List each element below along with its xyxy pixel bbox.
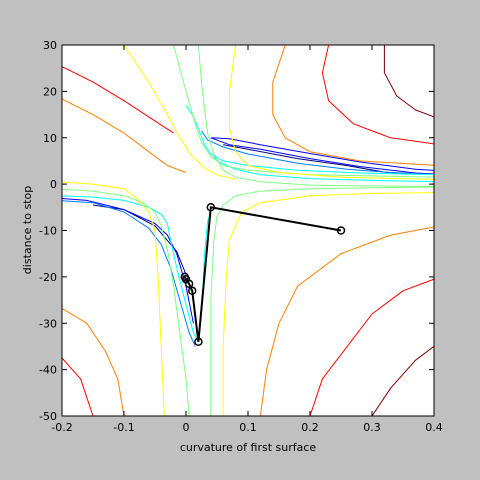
x-tick-label-2: 0 — [183, 421, 190, 434]
contour-line-level-9-0 — [383, 45, 434, 118]
y-tick-label-4: -10 — [39, 225, 57, 238]
x-tick-label-0: -0.2 — [51, 421, 72, 434]
y-tick-label-5: 0 — [50, 178, 57, 191]
axis-ticks: -0.2 -0.1 0 0.1 0.2 0.3 0.4 -50 -40 -30 -20 -10 0 10 2… — [39, 39, 443, 434]
optimization-path — [180, 203, 346, 347]
contour-line-level-2-0 — [210, 137, 434, 175]
x-tick-label-1: -0.1 — [113, 421, 134, 434]
x-tick-label-4: 0.2 — [301, 421, 319, 434]
contour-line-level-8-2 — [62, 357, 94, 416]
contour-line-level-5-1 — [197, 45, 434, 187]
y-tick-label-1: -40 — [39, 364, 57, 377]
contour-line-level-7-2 — [62, 307, 125, 416]
contour-line-level-4-0 — [185, 105, 434, 176]
contour-line-level-8-0 — [62, 66, 174, 134]
path-point-0 — [336, 226, 346, 235]
y-axis-label: distance to stop — [21, 186, 34, 274]
contour-line-level-8-1 — [321, 45, 434, 145]
y-tick-label-3: -20 — [39, 271, 57, 284]
contour-line-level-7-3 — [259, 226, 434, 416]
contour-line-level-2-1 — [210, 137, 434, 171]
optimization-path-line — [183, 206, 342, 342]
contour-line-level-1-1 — [92, 204, 187, 275]
x-tick-label-5: 0.3 — [363, 421, 381, 434]
path-point-1 — [206, 203, 216, 212]
contour-line-level-4-2 — [62, 195, 212, 343]
x-axis-label: curvature of first surface — [180, 441, 317, 454]
axes-background — [62, 45, 434, 416]
y-tick-label-6: 10 — [43, 132, 57, 145]
contour-line-level-7-1 — [272, 45, 434, 166]
y-tick-label-8: 30 — [43, 39, 57, 52]
path-point-3 — [187, 286, 197, 296]
contour-line-level-8-3 — [309, 278, 434, 416]
contour-line-level-6-0 — [123, 45, 236, 180]
contour-line-level-6-2 — [62, 181, 165, 416]
y-tick-label-2: -30 — [39, 317, 57, 330]
contour-line-level-5-3 — [210, 186, 434, 416]
x-tick-label-6: 0.4 — [425, 421, 443, 434]
contour-line-level-3-1 — [62, 200, 196, 347]
x-tick-label-3: 0.1 — [239, 421, 257, 434]
y-tick-label-7: 20 — [43, 85, 57, 98]
contour-line-level-9-1 — [371, 345, 434, 416]
contour-line-level-6-1 — [228, 45, 434, 180]
y-tick-label-0: -50 — [39, 410, 57, 423]
path-point-2 — [194, 337, 203, 347]
path-point-6 — [180, 272, 190, 282]
contour-line-level-5-2 — [62, 188, 190, 416]
contour-line-level-7-0 — [62, 98, 187, 173]
